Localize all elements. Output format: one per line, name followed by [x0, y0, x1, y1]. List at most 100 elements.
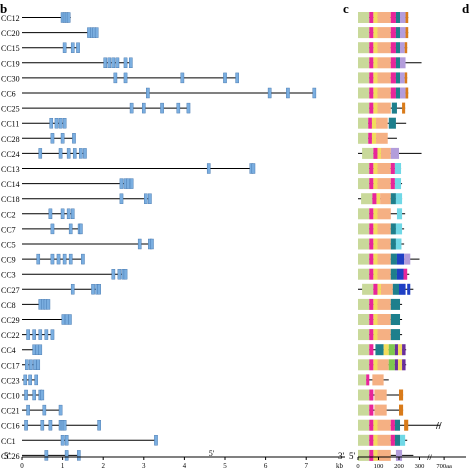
gene-name-label: CC29: [1, 316, 20, 325]
exon-block: [70, 284, 75, 295]
exon-block: [123, 72, 128, 84]
gene-name-label: CC3: [1, 271, 16, 280]
exon-block: [40, 389, 45, 401]
motif-box: [369, 344, 374, 356]
motif-box: [369, 163, 374, 174]
exon-block: [64, 450, 69, 461]
protein-row: [358, 253, 420, 265]
motif-box: [358, 268, 370, 280]
exon-block: [119, 193, 124, 204]
protein-row: [358, 389, 404, 401]
motif-box: [369, 434, 374, 446]
exon-block: [23, 374, 28, 386]
motif-box: [394, 419, 401, 431]
exon-block: [70, 42, 75, 53]
motif-box: [380, 283, 393, 295]
motif-box: [368, 132, 372, 144]
motif-box: [373, 449, 378, 461]
motif-box: [388, 117, 396, 129]
exon-block: [68, 223, 73, 235]
gene-row: CC12: [1, 12, 71, 23]
exon-block: [97, 420, 101, 431]
domain-axis-tick-label: 200: [394, 463, 404, 470]
motif-box: [368, 117, 372, 129]
motif-box: [400, 87, 406, 99]
exon-block: [111, 57, 116, 68]
gene-row: CC10: [1, 389, 45, 401]
motif-box: [373, 253, 378, 265]
motif-box: [358, 163, 370, 174]
gene-name-label: CC21: [1, 407, 20, 416]
gene-row: CC21: [1, 404, 63, 416]
gene-row: CC30: [1, 72, 239, 84]
exon-block: [103, 57, 108, 68]
gene-axis-tick-label: 5: [223, 462, 227, 470]
exon-block: [113, 72, 118, 84]
motif-box: [369, 449, 374, 461]
protein-row: [358, 132, 397, 144]
sequence-break-mark: //: [435, 421, 442, 432]
gene-name-label: CC5: [1, 241, 16, 250]
motif-box: [390, 419, 395, 431]
protein-row: [358, 359, 407, 371]
gene-name-label: CC12: [1, 14, 20, 23]
exon-block: [56, 253, 61, 265]
gene-row: CC2: [1, 208, 75, 219]
motif-box: [369, 268, 374, 280]
motif-box: [369, 57, 374, 69]
gene-row: CC11: [1, 117, 67, 129]
motif-box: [358, 314, 370, 325]
motif-box: [402, 102, 406, 114]
motif-box: [358, 57, 370, 69]
gene-name-label: CC27: [1, 286, 20, 295]
motif-box: [405, 12, 409, 23]
exon-block: [33, 359, 37, 370]
motif-box: [373, 314, 378, 325]
motif-box: [395, 193, 403, 205]
exon-block: [83, 148, 87, 159]
protein-row: [358, 419, 440, 431]
gene-row: CC25: [1, 102, 191, 114]
motif-box: [373, 283, 378, 295]
motif-box: [373, 419, 378, 431]
gene-row: CC8: [1, 299, 51, 310]
exon-block: [312, 87, 317, 99]
motif-box: [369, 389, 374, 401]
protein-row: [358, 42, 408, 54]
motif-box: [390, 223, 396, 235]
motif-box: [397, 344, 403, 356]
exon-block: [64, 435, 69, 446]
motif-box: [358, 359, 370, 371]
exon-block: [235, 72, 239, 84]
protein-row: [358, 193, 403, 205]
protein-row: [358, 298, 403, 310]
gene-row: CC19: [1, 57, 133, 68]
exon-block: [111, 269, 116, 280]
gene-row: CC22: [1, 329, 55, 340]
gene-row: CC20: [1, 27, 99, 38]
motif-box: [377, 253, 391, 265]
gene-name-label: CC6: [1, 90, 16, 99]
exon-block: [48, 420, 53, 431]
exon-block: [176, 102, 181, 114]
protein-row: [358, 268, 410, 280]
motif-box: [390, 27, 396, 39]
motif-box: [358, 178, 370, 190]
panel-label-c: c: [343, 1, 349, 16]
domain-axis-tick-label: 300: [415, 463, 425, 470]
gene-name-label: CC22: [1, 331, 20, 340]
gene-axis-tick-label: 6: [264, 462, 268, 470]
exon-block: [186, 102, 191, 114]
exon-block: [180, 72, 185, 84]
protein-row: [358, 238, 405, 250]
motif-box: [400, 57, 406, 69]
gene-axis-unit: kb: [336, 462, 344, 470]
motif-box: [369, 102, 374, 114]
motif-box: [377, 449, 391, 461]
gene-name-label: CC28: [1, 135, 20, 144]
motif-box: [380, 193, 391, 205]
gene-axis-tick-label: 4: [183, 462, 187, 470]
motif-box: [369, 314, 374, 325]
exon-block: [50, 253, 55, 265]
